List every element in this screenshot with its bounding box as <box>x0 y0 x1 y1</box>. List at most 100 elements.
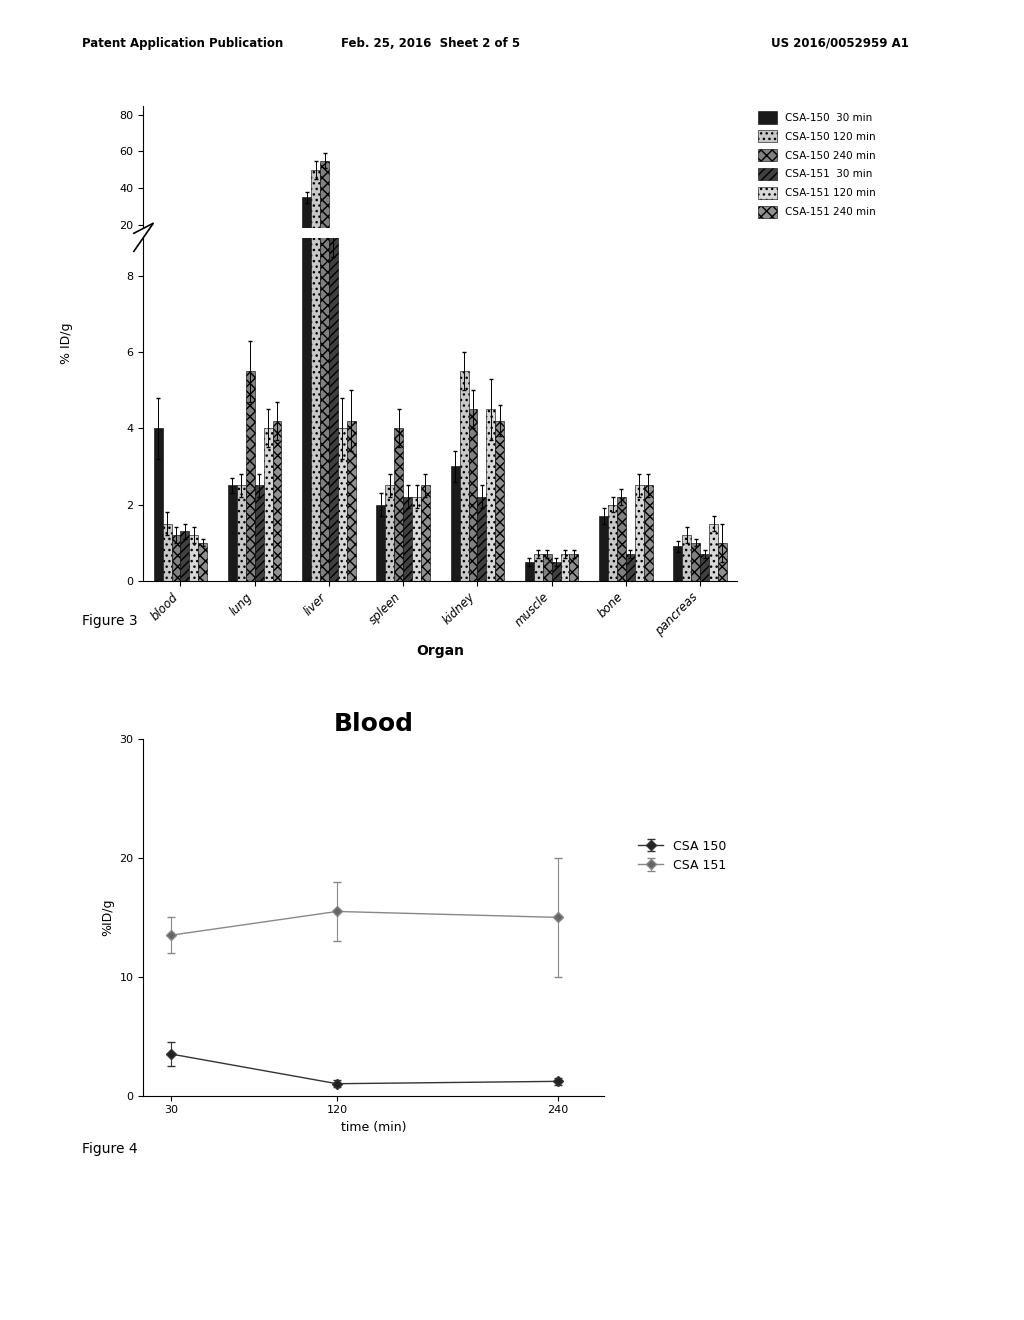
Text: Feb. 25, 2016  Sheet 2 of 5: Feb. 25, 2016 Sheet 2 of 5 <box>341 37 519 50</box>
Bar <box>237 257 246 261</box>
Bar <box>302 197 311 261</box>
Bar <box>246 371 255 581</box>
Bar <box>403 496 412 581</box>
Y-axis label: %ID/g: %ID/g <box>101 899 114 936</box>
Bar <box>263 253 272 261</box>
Bar <box>674 260 682 261</box>
Bar <box>644 486 652 581</box>
Bar <box>626 554 635 581</box>
Bar <box>329 199 338 581</box>
Bar <box>599 516 608 581</box>
Bar <box>180 531 189 581</box>
Bar <box>608 257 617 261</box>
Bar <box>700 554 709 581</box>
Bar <box>644 257 652 261</box>
Bar <box>525 562 534 581</box>
Bar <box>246 251 255 261</box>
Text: Figure 4: Figure 4 <box>82 1142 137 1156</box>
Bar <box>617 257 626 261</box>
Bar <box>486 409 496 581</box>
Bar <box>534 554 543 581</box>
Bar <box>460 251 469 261</box>
Bar <box>394 253 403 261</box>
Bar <box>154 428 163 581</box>
Bar <box>691 543 700 581</box>
Bar <box>718 543 727 581</box>
Bar <box>477 496 486 581</box>
Bar <box>199 260 207 261</box>
Bar <box>189 535 199 581</box>
Bar <box>635 257 644 261</box>
Bar <box>199 543 207 581</box>
Bar <box>709 524 718 581</box>
Bar <box>460 371 469 581</box>
Bar <box>189 259 199 261</box>
Bar <box>272 421 282 581</box>
Bar <box>718 260 727 261</box>
Bar <box>394 428 403 581</box>
Bar <box>477 257 486 261</box>
Bar <box>377 257 385 261</box>
Bar <box>709 259 718 261</box>
Bar <box>569 554 579 581</box>
Text: Figure 3: Figure 3 <box>82 614 137 628</box>
Bar <box>451 256 460 261</box>
Text: Patent Application Publication: Patent Application Publication <box>82 37 284 50</box>
Bar <box>385 257 394 261</box>
Bar <box>302 0 311 581</box>
Bar <box>347 421 355 581</box>
Bar <box>451 466 460 581</box>
Bar <box>329 243 338 261</box>
Bar <box>263 428 272 581</box>
Bar <box>338 253 347 261</box>
Legend: CSA-150  30 min, CSA-150 120 min, CSA-150 240 min, CSA-151  30 min, CSA-151 120 : CSA-150 30 min, CSA-150 120 min, CSA-150… <box>758 111 876 218</box>
Bar <box>228 486 237 581</box>
Bar <box>608 504 617 581</box>
Bar <box>674 546 682 581</box>
Bar <box>311 0 321 581</box>
Bar <box>469 409 477 581</box>
Bar <box>543 554 552 581</box>
Bar <box>412 496 421 581</box>
Bar <box>421 486 430 581</box>
Bar <box>691 260 700 261</box>
Bar <box>180 259 189 261</box>
Bar <box>377 504 385 581</box>
Bar <box>682 535 691 581</box>
Bar <box>403 257 412 261</box>
Bar <box>496 253 504 261</box>
Bar <box>163 524 172 581</box>
Bar <box>321 0 329 581</box>
Bar <box>385 486 394 581</box>
Bar <box>338 428 347 581</box>
X-axis label: Organ: Organ <box>417 644 464 657</box>
Bar <box>635 486 644 581</box>
Bar <box>496 421 504 581</box>
Text: US 2016/0052959 A1: US 2016/0052959 A1 <box>771 37 908 50</box>
Bar <box>311 170 321 261</box>
Bar <box>560 554 569 581</box>
Bar <box>228 257 237 261</box>
Bar <box>172 259 180 261</box>
Bar <box>682 259 691 261</box>
Bar <box>272 253 282 261</box>
Bar <box>255 486 263 581</box>
Bar <box>552 562 560 581</box>
Bar <box>347 253 355 261</box>
Bar <box>599 259 608 261</box>
Bar <box>469 253 477 261</box>
Bar <box>486 253 496 261</box>
Bar <box>617 496 626 581</box>
Bar <box>255 257 263 261</box>
Title: Blood: Blood <box>334 711 414 735</box>
X-axis label: time (min): time (min) <box>341 1121 407 1134</box>
Bar <box>421 257 430 261</box>
Bar <box>172 535 180 581</box>
Bar <box>237 486 246 581</box>
Bar <box>321 161 329 261</box>
Legend: CSA 150, CSA 151: CSA 150, CSA 151 <box>634 834 732 876</box>
Text: % ID/g: % ID/g <box>60 322 73 364</box>
Bar <box>412 257 421 261</box>
Bar <box>163 259 172 261</box>
Bar <box>154 253 163 261</box>
